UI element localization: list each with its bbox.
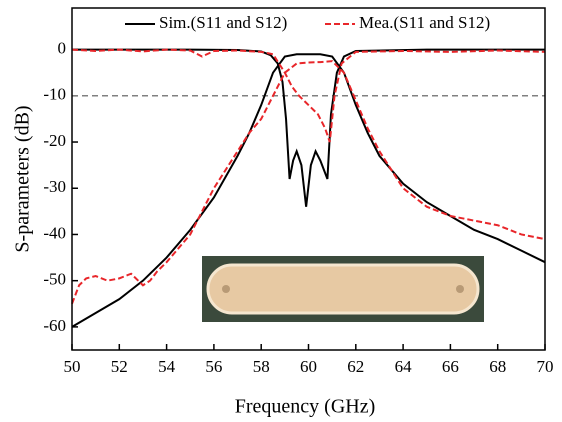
x-tick-label: 62 <box>347 357 364 376</box>
y-tick-label: -50 <box>43 270 66 289</box>
y-tick-label: 0 <box>58 39 67 58</box>
x-tick-label: 66 <box>442 357 459 376</box>
y-tick-label: -20 <box>43 131 66 150</box>
y-tick-label: -40 <box>43 223 66 242</box>
x-tick-label: 56 <box>205 357 222 376</box>
inset-photo <box>202 256 484 322</box>
y-axis-label: S-parameters (dB) <box>12 105 34 252</box>
series-line <box>71 48 546 143</box>
series-line <box>72 48 545 207</box>
x-tick-label: 64 <box>395 357 413 376</box>
legend-label: Mea.(S11 and S12) <box>359 13 490 32</box>
plot-frame <box>71 7 546 351</box>
x-tick-label: 52 <box>111 357 128 376</box>
x-tick-label: 54 <box>158 357 176 376</box>
x-axis-label: Frequency (GHz) <box>235 396 376 418</box>
y-tick-label: -60 <box>43 316 66 335</box>
y-tick-label: -10 <box>43 85 66 104</box>
x-tick-label: 58 <box>253 357 270 376</box>
series-line <box>71 53 546 328</box>
x-tick-label: 60 <box>300 357 317 376</box>
series-line <box>71 60 546 305</box>
x-tick-label: 50 <box>64 357 81 376</box>
y-tick-label: -30 <box>43 177 66 196</box>
legend-label: Sim.(S11 and S12) <box>159 13 287 32</box>
x-tick-label: 68 <box>489 357 506 376</box>
x-tick-label: 70 <box>537 357 554 376</box>
